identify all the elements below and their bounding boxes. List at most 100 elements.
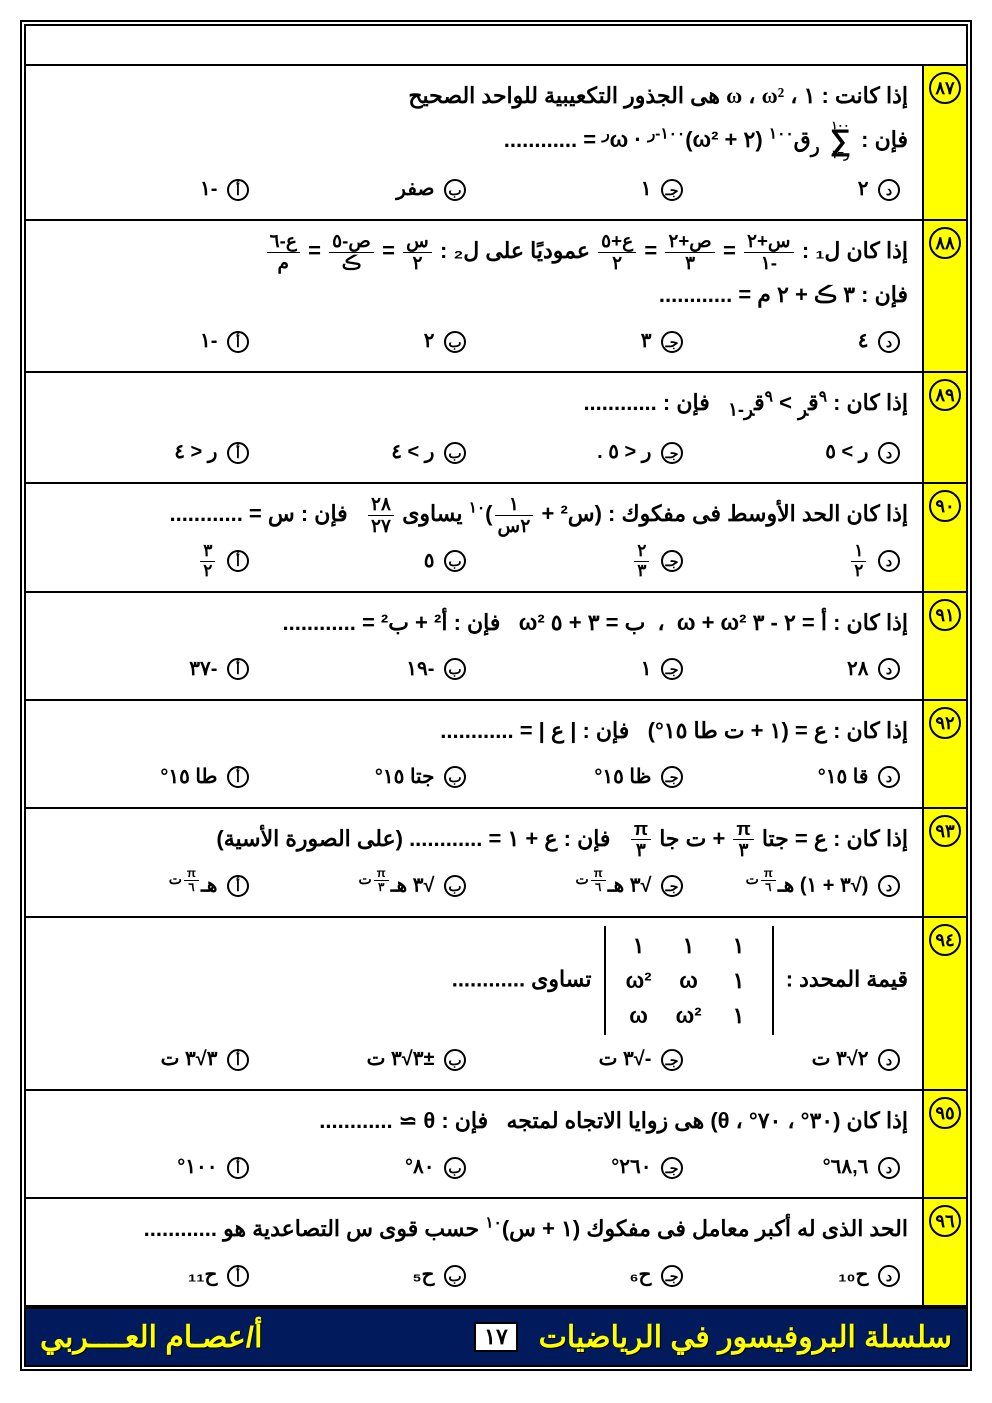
option-letter-icon: ب: [444, 550, 466, 572]
option-a[interactable]: أ طا ١٥°: [40, 757, 257, 797]
option-d[interactable]: د قا ١٥°: [691, 757, 908, 797]
option-a[interactable]: أ ح₁₁: [40, 1255, 257, 1295]
option-a[interactable]: أ -١: [40, 169, 257, 209]
question-content: إذا كان : ع = (١ + ت طا ١٥°) فإن : | ع |…: [26, 701, 922, 807]
question-content: إذا كان الحد الأوسط فى مفكوك : (س² + ١٢س…: [26, 484, 922, 590]
page-number: ١٧: [474, 1322, 518, 1352]
option-d[interactable]: د ر > ٥: [691, 432, 908, 472]
option-letter-icon: ب: [444, 1049, 466, 1071]
options-row: أ هـπ٦تب √٣ هـπ٣تجـ √٣ هـπ٦تد (√٣ + ١) ه…: [40, 865, 908, 906]
question-number-cell: ٩٦: [922, 1199, 966, 1305]
question-number-cell: ٩١: [922, 593, 966, 699]
question-number-cell: ٩٥: [922, 1091, 966, 1197]
question-stem: إذا كان ل₁ : س+٢-١ = ص+٢٣ = ع+٥٢ عموديًا…: [40, 229, 908, 317]
option-d[interactable]: د ٦٨,٦°: [691, 1147, 908, 1187]
question-stem: إذا كان : ع = جتا π٣ + ت جا π٣ فإن : ع +…: [40, 817, 908, 861]
option-letter-icon: أ: [227, 331, 249, 353]
option-letter-icon: د: [878, 442, 900, 464]
option-letter-icon: جـ: [661, 442, 683, 464]
option-b[interactable]: ب صفر: [257, 169, 474, 209]
option-b[interactable]: ب ٥: [257, 541, 474, 581]
option-c[interactable]: جـ ٢٣: [474, 541, 691, 581]
option-c[interactable]: جـ ر < ٥ .: [474, 432, 691, 472]
option-letter-icon: جـ: [661, 1265, 683, 1287]
option-c[interactable]: جـ ٣: [474, 321, 691, 361]
option-c[interactable]: جـ ظا ١٥°: [474, 757, 691, 797]
question-row: ٨٩إذا كان : ٩قر > ٩قر-١ فإن : ..........…: [26, 373, 966, 484]
option-d[interactable]: د ح₁₀: [691, 1255, 908, 1295]
question-number: ٩٦: [929, 1205, 961, 1237]
question-content: الحد الذى له أكبر معامل فى مفكوك (١ + س)…: [26, 1199, 922, 1305]
option-letter-icon: جـ: [661, 875, 683, 897]
option-a[interactable]: أ هـπ٦ت: [40, 865, 257, 906]
option-letter-icon: د: [878, 658, 900, 680]
option-letter-icon: جـ: [661, 1157, 683, 1179]
option-letter-icon: أ: [227, 1265, 249, 1287]
question-stem: الحد الذى له أكبر معامل فى مفكوك (١ + س)…: [40, 1207, 908, 1251]
options-row: أ ر < ٤ب ر > ٤جـ ر < ٥ .د ر > ٥: [40, 432, 908, 472]
option-c[interactable]: جـ ١: [474, 169, 691, 209]
options-row: أ ح₁₁ب ح₅جـ ح₆د ح₁₀: [40, 1255, 908, 1295]
option-a[interactable]: أ ١٠٠°: [40, 1147, 257, 1187]
option-b[interactable]: ب -١٩: [257, 649, 474, 689]
question-row: ٩١إذا كان : أ = ٢ - ٣ ω + ω² ، ب = ٣ + ٥…: [26, 593, 966, 701]
option-a[interactable]: أ -١: [40, 321, 257, 361]
option-c[interactable]: جـ ح₆: [474, 1255, 691, 1295]
option-c[interactable]: جـ ١: [474, 649, 691, 689]
question-number-cell: ٩٤: [922, 918, 966, 1090]
option-letter-icon: ب: [444, 331, 466, 353]
option-b[interactable]: ب √٣ هـπ٣ت: [257, 865, 474, 906]
options-row: أ -١ب ٢جـ ٣د ٤: [40, 321, 908, 361]
option-a[interactable]: أ ٣٢: [40, 541, 257, 581]
option-b[interactable]: ب ح₅: [257, 1255, 474, 1295]
option-letter-icon: جـ: [661, 766, 683, 788]
question-number: ٩٣: [929, 815, 961, 847]
question-row: ٨٨ إذا كان ل₁ : س+٢-١ = ص+٢٣ = ع+٥٢ عمودي…: [26, 221, 966, 373]
question-content: إذا كان (٣٠° ، ٧٠° ، θ) هى زوايا الاتجاه…: [26, 1091, 922, 1197]
question-row: ٩٦ الحد الذى له أكبر معامل فى مفكوك (١ + …: [26, 1199, 966, 1307]
option-d[interactable]: د (√٣ + ١) هـπ٦ت: [691, 865, 908, 906]
question-content: قيمة المحدد : ١١١١ωω²١ω²ω تساوى ........…: [26, 918, 922, 1090]
option-b[interactable]: ب ٨٠°: [257, 1147, 474, 1187]
option-d[interactable]: د ٢√٣ ت: [691, 1039, 908, 1079]
exam-page: ٨٧إذا كانت : ١ ، ω ، ω² هى الجذور التكعي…: [20, 20, 972, 1371]
question-number: ٩١: [929, 599, 961, 631]
options-row: أ ٣٢ب ٥جـ ٢٣د ١٢: [40, 541, 908, 581]
question-content: إذا كان : ع = جتا π٣ + ت جا π٣ فإن : ع +…: [26, 809, 922, 916]
question-content: إذا كان : أ = ٢ - ٣ ω + ω² ، ب = ٣ + ٥ ω…: [26, 593, 922, 699]
option-c[interactable]: جـ ٢٦٠°: [474, 1147, 691, 1187]
question-number-cell: ٨٧: [922, 66, 966, 219]
option-b[interactable]: ب جتا ١٥°: [257, 757, 474, 797]
option-letter-icon: د: [878, 331, 900, 353]
option-a[interactable]: أ ٣√٣ ت: [40, 1039, 257, 1079]
option-d[interactable]: د ٢٨: [691, 649, 908, 689]
option-letter-icon: أ: [227, 550, 249, 572]
option-letter-icon: د: [878, 179, 900, 201]
options-row: أ ٣√٣ تب ±٣√٣ تجـ -√٣ تد ٢√٣ ت: [40, 1039, 908, 1079]
option-d[interactable]: د ٤: [691, 321, 908, 361]
option-letter-icon: ب: [444, 766, 466, 788]
option-letter-icon: جـ: [661, 550, 683, 572]
option-d[interactable]: د ١٢: [691, 541, 908, 581]
option-d[interactable]: د ٢: [691, 169, 908, 209]
option-b[interactable]: ب ٢: [257, 321, 474, 361]
question-row: ٩٢ إذا كان : ع = (١ + ت طا ١٥°) فإن : | ع…: [26, 701, 966, 809]
question-number-cell: ٩٢: [922, 701, 966, 807]
series-title: سلسلة البروفيسور في الرياضيات: [524, 1320, 966, 1355]
option-letter-icon: جـ: [661, 658, 683, 680]
option-letter-icon: أ: [227, 1157, 249, 1179]
option-a[interactable]: أ -٣٧: [40, 649, 257, 689]
question-number: ٨٨: [929, 227, 961, 259]
option-b[interactable]: ب ر > ٤: [257, 432, 474, 472]
option-letter-icon: د: [878, 1157, 900, 1179]
option-letter-icon: د: [878, 550, 900, 572]
option-c[interactable]: جـ -√٣ ت: [474, 1039, 691, 1079]
top-gap: [26, 26, 966, 66]
question-stem: إذا كان : ع = (١ + ت طا ١٥°) فإن : | ع |…: [40, 709, 908, 753]
option-a[interactable]: أ ر < ٤: [40, 432, 257, 472]
question-stem: قيمة المحدد : ١١١١ωω²١ω²ω تساوى ........…: [40, 926, 908, 1036]
option-b[interactable]: ب ±٣√٣ ت: [257, 1039, 474, 1079]
option-letter-icon: د: [878, 875, 900, 897]
question-content: إذا كان ل₁ : س+٢-١ = ص+٢٣ = ع+٥٢ عموديًا…: [26, 221, 922, 371]
option-c[interactable]: جـ √٣ هـπ٦ت: [474, 865, 691, 906]
